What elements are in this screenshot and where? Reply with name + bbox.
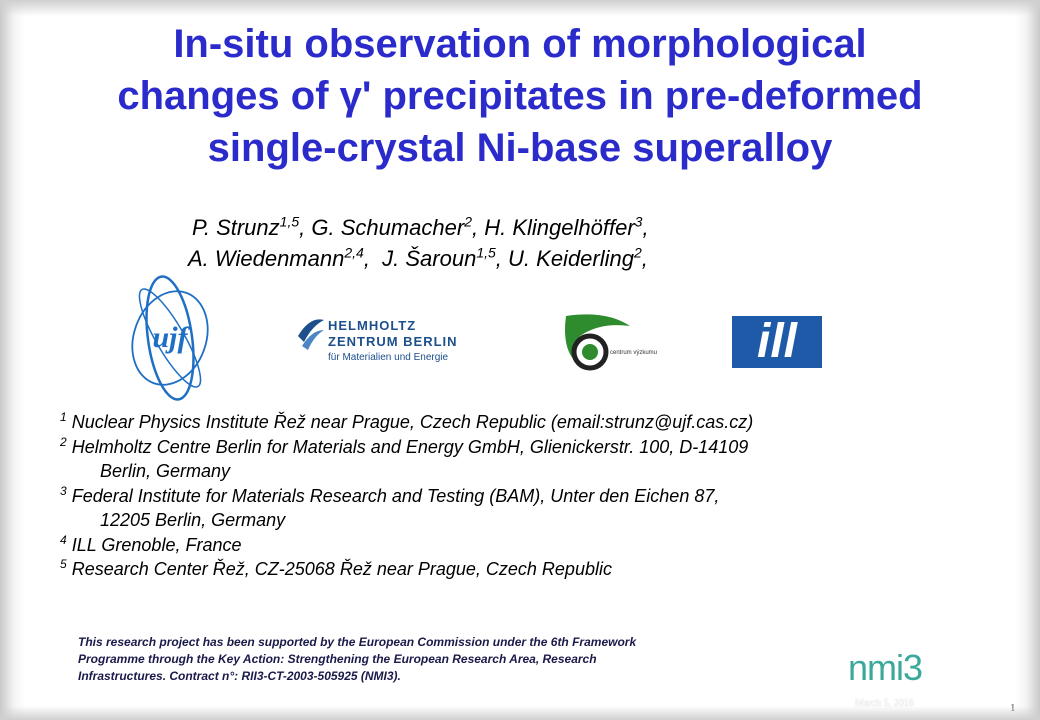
affiliation-list: 1 Nuclear Physics Institute Řež near Pra… (60, 410, 1020, 582)
affiliation-continuation: 12205 Berlin, Germany (100, 510, 286, 530)
funding-note: This research project has been supported… (78, 634, 838, 685)
funding-line: This research project has been supported… (78, 635, 637, 649)
ill-logo-text: ill (756, 315, 797, 368)
hzb-logo-mark (298, 319, 324, 350)
hzb-logo-line: ZENTRUM BERLIN (328, 334, 458, 349)
author-separator: , (299, 215, 312, 240)
author-name: G. Schumacher (311, 215, 465, 240)
affiliation-item: 3 Federal Institute for Materials Resear… (60, 484, 1020, 509)
author-affil-sup: 2 (633, 244, 642, 261)
page-number: 1 (1010, 702, 1016, 714)
affiliation-sup: 5 (60, 557, 67, 571)
author-separator: , (472, 215, 485, 240)
nmi3-logo-mark: nmi3 (822, 640, 978, 692)
author-name: A. Wiedenmann (188, 246, 345, 271)
affiliation-text: ILL Grenoble, France (71, 534, 242, 555)
nmi3-logo-text: nmi3 (848, 647, 922, 688)
affiliation-text: Nuclear Physics Institute Řež near Pragu… (71, 412, 754, 432)
ujf-logo-text: ujf (152, 321, 190, 354)
funding-line: Infrastructures. Contract n°: RII3-CT-20… (78, 669, 401, 683)
hzb-logo-line: für Materialien und Energie (328, 352, 449, 363)
ill-logo: ill (732, 315, 822, 368)
affiliation-sup: 2 (60, 434, 67, 449)
author-name: U. Keiderling (508, 246, 634, 271)
author-separator: , (641, 246, 648, 271)
title-line: changes of γ' precipitates in pre-deform… (117, 74, 923, 118)
cvr-logo-text: centrum výzkumu Řež s.r.o. (610, 348, 658, 356)
author-name: J. Šaroun (382, 246, 477, 271)
affiliation-sup: 3 (60, 483, 67, 498)
affiliation-item: 4 ILL Grenoble, France (60, 533, 1020, 558)
nmi3-logo: nmi3 (822, 640, 978, 692)
affiliation-sup: 4 (60, 532, 67, 547)
author-line: P. Strunz1,5, G. Schumacher2, H. Klingel… (100, 212, 920, 243)
ujf-logo: ujf (131, 275, 209, 401)
affiliation-item: 5 Research Center Řež, CZ-25068 Řež near… (60, 557, 1020, 582)
affiliation-text: Federal Institute for Materials Research… (71, 485, 720, 506)
title-line: In-situ observation of morphological (173, 22, 867, 66)
author-affil-sup: 1,5 (476, 244, 496, 261)
author-affil-sup: 3 (634, 213, 643, 230)
affiliation-item: 2 Helmholtz Centre Berlin for Materials … (60, 435, 1020, 460)
affiliation-text: Research Center Řež, CZ-25068 Řež near P… (71, 559, 612, 579)
hzb-logo-line: HELMHOLTZ (328, 318, 417, 333)
author-separator: , (363, 246, 383, 271)
affiliation-sup: 1 (60, 410, 67, 424)
slide-title: In-situ observation of morphological cha… (30, 18, 1010, 174)
author-affil-sup: 1,5 (279, 213, 300, 230)
hzb-logo: HELMHOLTZ ZENTRUM BERLIN für Materialien… (296, 316, 466, 376)
author-name: P. Strunz (192, 215, 280, 240)
author-affil-sup: 2,4 (344, 244, 364, 261)
title-line: single-crystal Ni-base superalloy (207, 126, 833, 170)
author-name: H. Klingelhöffer (484, 215, 635, 240)
affiliation-text: Helmholtz Centre Berlin for Materials an… (71, 436, 749, 457)
author-separator: , (495, 246, 509, 271)
funding-line: Programme through the Key Action: Streng… (78, 652, 597, 666)
cvr-logo: centrum výzkumu Řež s.r.o. (565, 314, 658, 371)
author-list: P. Strunz1,5, G. Schumacher2, H. Klingel… (100, 212, 920, 274)
slide-date: March 5, 2016 (855, 698, 914, 709)
author-line: A. Wiedenmann2,4, J. Šaroun1,5, U. Keide… (100, 243, 920, 274)
author-affil-sup: 2 (464, 213, 472, 230)
affiliation-continuation: Berlin, Germany (100, 461, 231, 481)
author-separator: , (642, 215, 649, 240)
affiliation-item: 1 Nuclear Physics Institute Řež near Pra… (60, 410, 1020, 435)
